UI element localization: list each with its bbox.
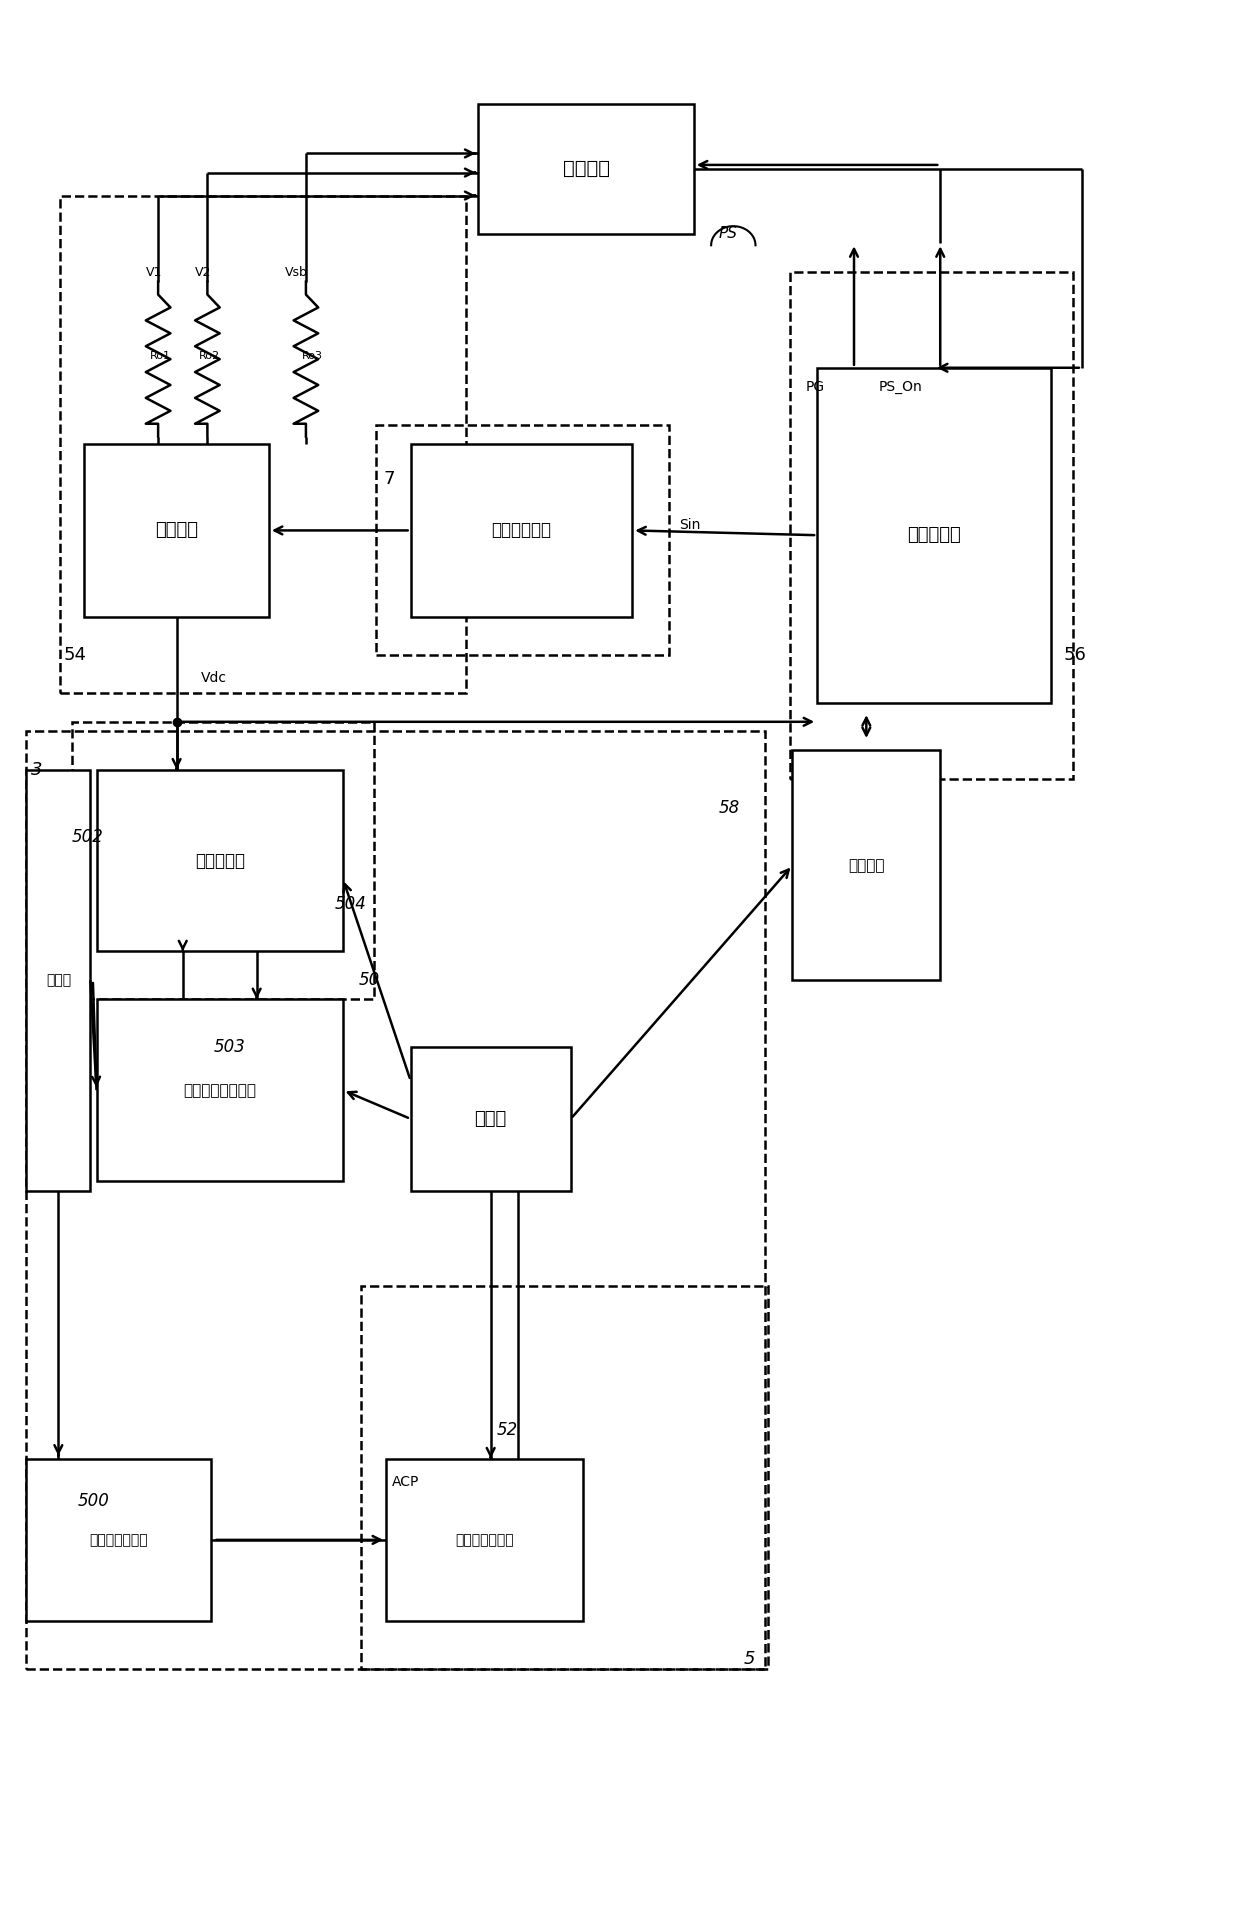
Text: PG: PG (806, 381, 825, 394)
Text: 功率因数校正电路: 功率因数校正电路 (184, 1082, 257, 1097)
Text: 58: 58 (718, 800, 740, 817)
Text: Ro2: Ro2 (198, 352, 219, 361)
Text: 交流电源供应器: 交流电源供应器 (455, 1534, 513, 1547)
Text: 整流器: 整流器 (46, 973, 71, 988)
Text: 3: 3 (31, 761, 42, 778)
Bar (84, 444, 269, 617)
Bar (792, 750, 940, 980)
Text: 线性控制模块: 线性控制模块 (491, 521, 552, 540)
Text: 开关元件: 开关元件 (155, 521, 198, 540)
Text: 50: 50 (358, 971, 381, 990)
Bar (410, 444, 632, 617)
Bar (790, 273, 1074, 778)
Text: 隔离单元: 隔离单元 (848, 857, 884, 873)
Bar (26, 732, 765, 1668)
Text: 电源管理器: 电源管理器 (908, 527, 961, 544)
Text: V1: V1 (146, 265, 162, 279)
Bar (386, 1459, 583, 1622)
Bar (26, 769, 91, 1190)
Text: 56: 56 (1064, 646, 1086, 663)
Text: 503: 503 (213, 1038, 246, 1055)
Text: 电源转换器: 电源转换器 (195, 851, 244, 869)
Text: 52: 52 (497, 1420, 518, 1440)
Text: 504: 504 (335, 894, 366, 913)
Text: V2: V2 (195, 265, 212, 279)
Text: 5: 5 (743, 1651, 755, 1668)
Text: Vsb: Vsb (285, 265, 308, 279)
Text: PS: PS (718, 227, 738, 242)
Text: 54: 54 (63, 646, 87, 663)
Text: 电子系统: 电子系统 (563, 160, 610, 179)
Text: 电磁干扰滤波器: 电磁干扰滤波器 (89, 1534, 148, 1547)
Bar (72, 723, 373, 999)
Text: Ro3: Ro3 (303, 352, 324, 361)
Text: PS_On: PS_On (879, 381, 923, 394)
Bar (60, 196, 466, 694)
Text: Sin: Sin (680, 517, 701, 532)
Text: 控制器: 控制器 (475, 1109, 507, 1128)
Bar (97, 999, 343, 1182)
Text: 500: 500 (78, 1491, 110, 1509)
Bar (817, 367, 1052, 703)
Text: 502: 502 (72, 828, 104, 846)
Text: 7: 7 (383, 469, 396, 488)
Bar (26, 1459, 211, 1622)
Text: Vdc: Vdc (201, 671, 227, 684)
Bar (479, 104, 694, 234)
Text: ACP: ACP (392, 1474, 419, 1488)
Bar (376, 425, 670, 655)
Bar (410, 1047, 570, 1190)
Text: Ro1: Ro1 (150, 352, 171, 361)
Bar (361, 1286, 768, 1668)
Bar (97, 769, 343, 951)
